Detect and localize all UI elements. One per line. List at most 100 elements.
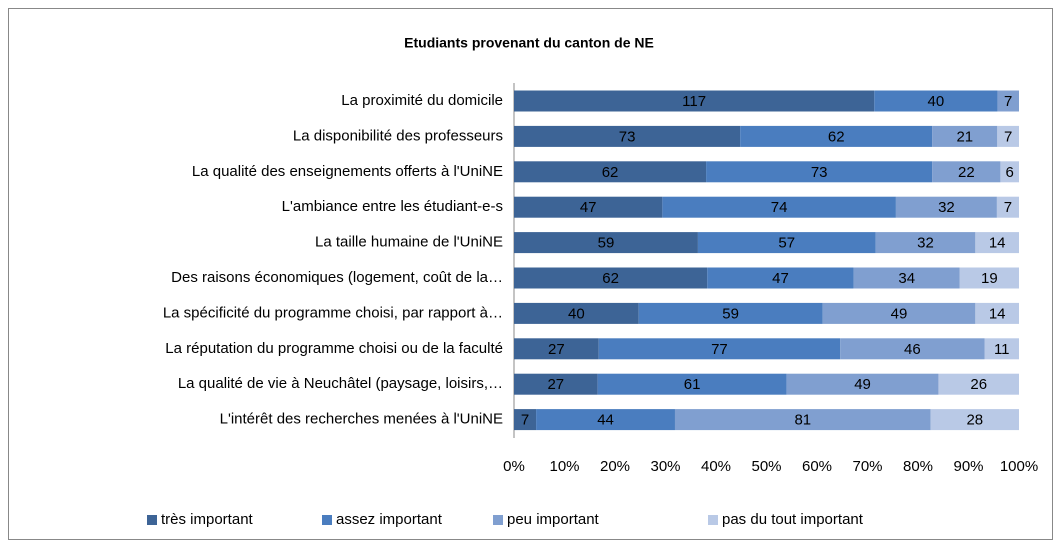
x-tick-label: 30% — [650, 458, 680, 475]
data-label: 7 — [1004, 199, 1012, 216]
data-label: 7 — [1004, 128, 1012, 145]
category-label: La taille humaine de l'UniNE — [315, 234, 503, 251]
bar-segment — [514, 196, 663, 218]
data-label: 32 — [938, 199, 955, 216]
data-label: 59 — [722, 305, 739, 322]
data-label: 40 — [568, 305, 585, 322]
data-label: 22 — [958, 164, 975, 181]
data-label: 81 — [794, 412, 811, 429]
data-label: 27 — [547, 376, 564, 393]
data-label: 49 — [854, 376, 871, 393]
bar-segment — [514, 90, 875, 112]
data-label: 61 — [684, 376, 701, 393]
x-tick-label: 10% — [549, 458, 579, 475]
x-tick-label: 20% — [600, 458, 630, 475]
chart-title: Etudiants provenant du canton de NE — [404, 35, 654, 51]
x-tick-label: 70% — [852, 458, 882, 475]
bar-segment — [786, 373, 939, 395]
bar-segment — [697, 232, 876, 254]
category-label: L'intérêt des recherches menées à l'UniN… — [220, 411, 503, 428]
category-label: L'ambiance entre les étudiant-e-s — [282, 198, 503, 215]
category-label: La réputation du programme choisi ou de … — [165, 340, 503, 357]
bar-segment — [853, 267, 960, 289]
x-tick-label: 100% — [1000, 458, 1038, 475]
data-label: 26 — [970, 376, 987, 393]
data-label: 7 — [521, 412, 529, 429]
data-label: 40 — [928, 93, 945, 110]
bar-segment — [875, 232, 976, 254]
bar-segment — [997, 90, 1019, 112]
bar-segment — [932, 125, 998, 147]
bar-segment — [514, 302, 639, 324]
bar-segment — [598, 338, 841, 360]
x-tick-label: 40% — [701, 458, 731, 475]
bar-segment — [975, 232, 1019, 254]
bar-segment — [984, 338, 1019, 360]
x-tick-label: 60% — [802, 458, 832, 475]
bar-segment — [707, 267, 854, 289]
category-label: La spécificité du programme choisi, par … — [163, 304, 503, 321]
bar-segment — [874, 90, 998, 112]
data-label: 49 — [891, 305, 908, 322]
bar-segment — [1000, 161, 1019, 183]
bar-segment — [740, 125, 933, 147]
legend-label: très important — [161, 511, 254, 528]
data-label: 6 — [1006, 164, 1014, 181]
bar-segment — [514, 125, 741, 147]
x-tick-label: 50% — [751, 458, 781, 475]
bar-segment — [997, 125, 1019, 147]
data-label: 117 — [682, 93, 706, 110]
bar-segment — [975, 302, 1019, 324]
data-label: 7 — [1004, 93, 1012, 110]
legend-swatch — [322, 515, 332, 525]
bar-segment — [674, 409, 931, 431]
bar-segment — [662, 196, 896, 218]
bar-segment — [514, 373, 598, 395]
bar-segment — [638, 302, 823, 324]
data-label: 19 — [981, 270, 998, 287]
data-label: 47 — [580, 199, 597, 216]
bar-segment — [514, 267, 708, 289]
legend-swatch — [147, 515, 157, 525]
data-label: 34 — [898, 270, 915, 287]
data-label: 62 — [602, 164, 619, 181]
data-label: 57 — [778, 235, 795, 252]
category-label: La proximité du domicile — [341, 92, 503, 109]
data-label: 32 — [917, 235, 934, 252]
data-label: 74 — [771, 199, 788, 216]
category-label: La qualité de vie à Neuchâtel (paysage, … — [178, 375, 503, 392]
x-tick-label: 80% — [903, 458, 933, 475]
data-label: 73 — [811, 164, 828, 181]
data-label: 62 — [602, 270, 619, 287]
x-tick-label: 0% — [503, 458, 525, 475]
bar-segment — [706, 161, 933, 183]
x-tick-label: 90% — [953, 458, 983, 475]
bar-segment — [938, 373, 1019, 395]
bar-segment — [822, 302, 976, 324]
category-label: Des raisons économiques (logement, coût … — [171, 269, 503, 286]
category-label: La qualité des enseignements offerts à l… — [192, 163, 503, 180]
legend-label: assez important — [336, 511, 443, 528]
legend-label: peu important — [507, 511, 600, 528]
data-label: 44 — [597, 412, 614, 429]
data-label: 21 — [956, 128, 973, 145]
bar-segment — [597, 373, 787, 395]
bar-segment — [959, 267, 1019, 289]
bar-segment — [930, 409, 1019, 431]
data-label: 14 — [989, 235, 1006, 252]
data-label: 46 — [904, 341, 921, 358]
bar-segment — [932, 161, 1001, 183]
data-label: 47 — [772, 270, 789, 287]
bar-segment — [895, 196, 997, 218]
bar-segment — [514, 409, 537, 431]
data-label: 62 — [828, 128, 845, 145]
category-label: La disponibilité des professeurs — [293, 127, 503, 144]
data-label: 77 — [711, 341, 728, 358]
data-label: 28 — [966, 412, 983, 429]
legend-swatch — [493, 515, 503, 525]
data-label: 11 — [994, 341, 1010, 358]
bar-segment — [514, 338, 599, 360]
data-label: 73 — [619, 128, 636, 145]
data-label: 59 — [598, 235, 615, 252]
